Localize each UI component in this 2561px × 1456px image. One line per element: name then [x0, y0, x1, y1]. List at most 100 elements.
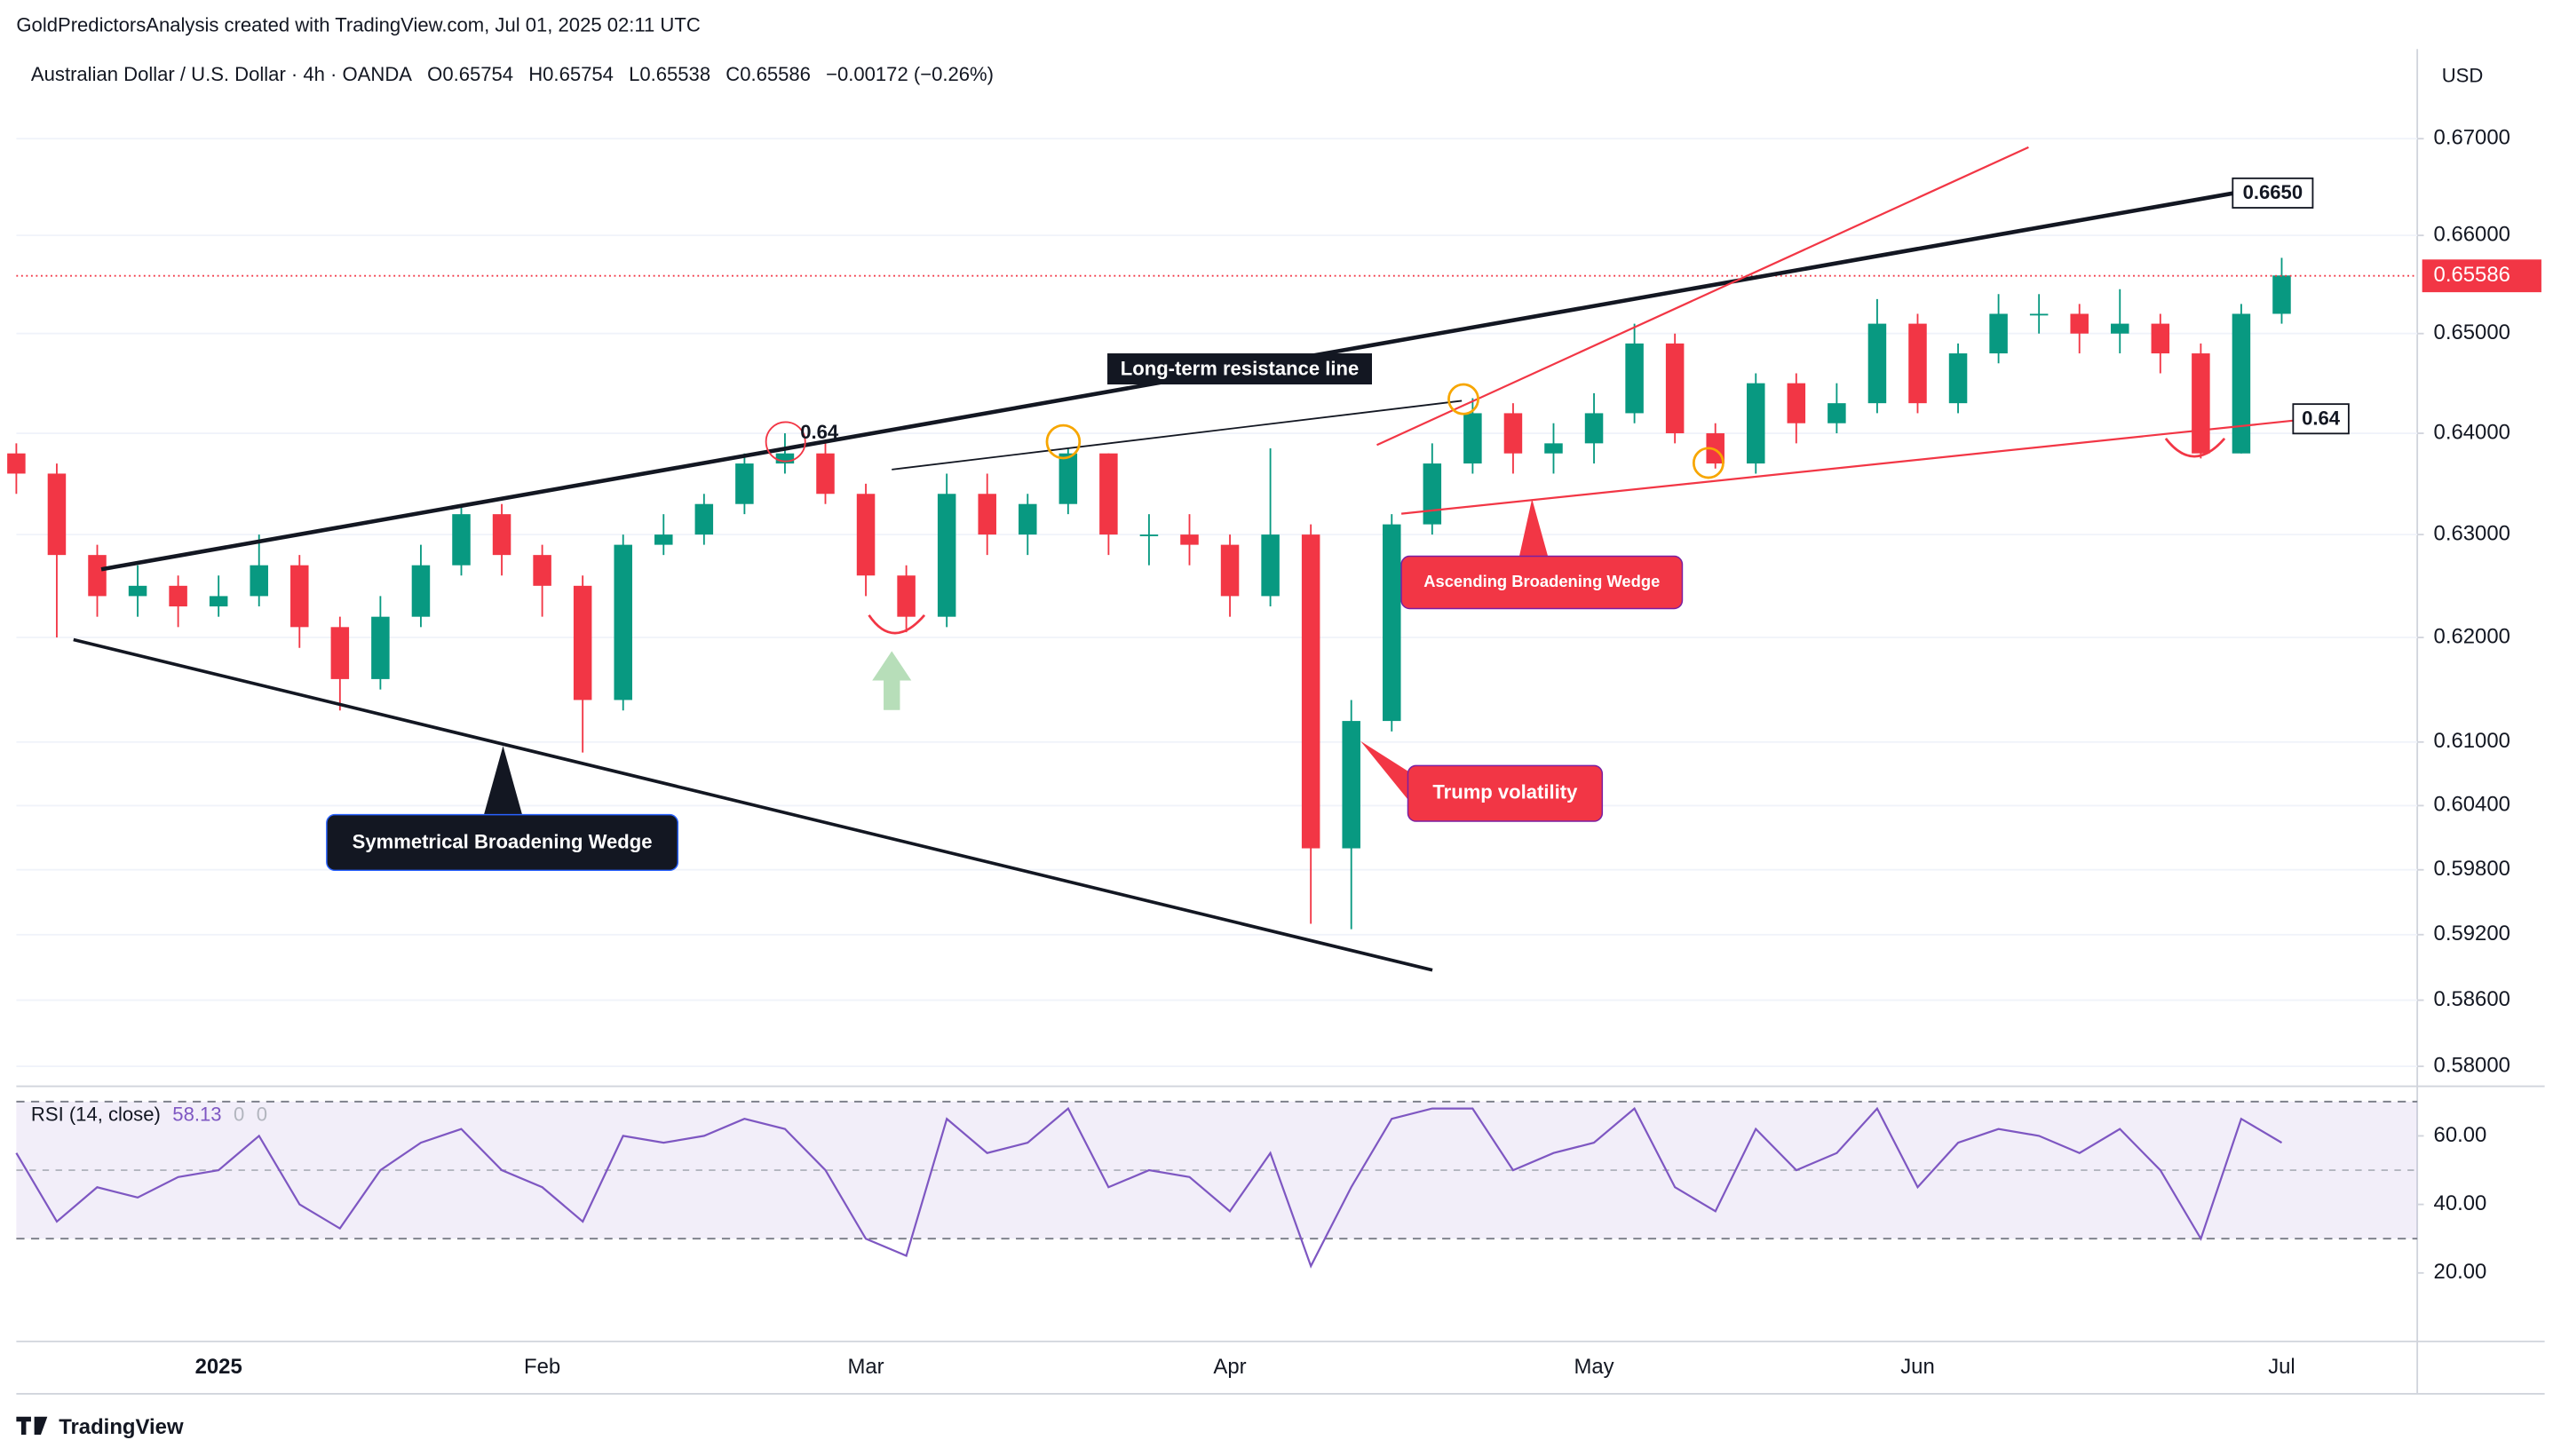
callout-box [1107, 353, 1372, 385]
ohlc-key: O [427, 63, 442, 85]
level-box [2232, 177, 2314, 209]
callout-pointer [1360, 740, 1410, 802]
candle-body [2070, 313, 2089, 334]
y-tick-label: 40.00 [2434, 1191, 2487, 1215]
x-tick-label: Mar [847, 1355, 884, 1379]
candle-body [250, 565, 268, 597]
ohlc-value: 0.65754 [543, 63, 614, 85]
candle-body [1948, 353, 1968, 404]
symbol: Australian Dollar / U.S. Dollar · 4h · O… [31, 63, 412, 85]
callout-box [1400, 555, 1684, 610]
wedge-support-line [1400, 419, 2295, 515]
candle-body [1867, 323, 1887, 404]
logo [16, 1416, 48, 1436]
y-tick-label: 0.65000 [2434, 320, 2510, 344]
callout-text: Symmetrical Broadening Wedge [353, 831, 653, 853]
rsi-pane [15, 1100, 2418, 1269]
candle-body [1019, 503, 1037, 535]
callout-text: Long-term resistance line [1121, 357, 1359, 379]
candle-body [128, 585, 147, 597]
ohlc-key: H [528, 63, 543, 85]
rsi-name: RSI (14, close) [31, 1104, 161, 1126]
candle-body [1383, 524, 1401, 722]
y-tick-label: 60.00 [2434, 1123, 2487, 1147]
y-tick-label: 0.59200 [2434, 922, 2510, 946]
rsi-line [15, 1106, 2283, 1269]
candle-body [573, 585, 592, 700]
candles [7, 138, 2418, 1068]
candle-body [1787, 383, 1806, 423]
level-label: 0.64 [2302, 407, 2341, 429]
candle-body [2232, 313, 2251, 454]
candle-body [856, 494, 876, 576]
candle-body [2192, 353, 2210, 454]
ohlc-value: 0.65538 [639, 63, 710, 85]
candle-body [1665, 343, 1685, 434]
callout-pointer [1518, 499, 1549, 558]
candle-body [371, 616, 390, 679]
symbol-legend: Australian Dollar / U.S. Dollar · 4h · O… [31, 63, 994, 85]
candle-body [694, 503, 714, 535]
marker-circle [1447, 383, 1479, 415]
y-tick-label: 0.58000 [2434, 1053, 2510, 1077]
candle-body [1261, 534, 1280, 597]
marker-circle [1045, 423, 1082, 460]
candle-body [209, 596, 228, 607]
candle-body [2272, 275, 2291, 314]
candle-body [1908, 323, 1927, 404]
candle-body [1706, 433, 1725, 464]
level-box [2292, 403, 2350, 435]
candle-body [775, 453, 795, 464]
x-tick-label: May [1574, 1355, 1614, 1379]
x-tick-label: Feb [524, 1355, 560, 1379]
ohlc-key: L [629, 63, 639, 85]
candle-body [1423, 463, 1442, 525]
candle-body [7, 453, 26, 474]
candle-body [614, 544, 632, 700]
wedge-lower-line [73, 637, 1433, 972]
candle-body [411, 565, 431, 617]
callout-text: Trump volatility [1432, 781, 1578, 803]
credit: GoldPredictorsAnalysis created with Trad… [16, 13, 700, 36]
y-tick-label: 0.61000 [2434, 729, 2510, 753]
last-price-box [2422, 259, 2541, 293]
candle-body [1625, 343, 1644, 414]
candle-body [1463, 413, 1482, 464]
y-tick-label: 0.62000 [2434, 624, 2510, 648]
x-tick-label: Jul [2268, 1355, 2295, 1379]
candle-body [492, 514, 511, 556]
candle-body [47, 473, 67, 556]
candle-body [1503, 413, 1523, 454]
candle-body [978, 494, 996, 535]
callout-pointer [483, 746, 523, 817]
drawings: 0.64 0.6650 0.64 Long-term resistance li… [73, 146, 2350, 972]
candle-body [452, 514, 471, 566]
marker-arc [2164, 437, 2226, 458]
candle-body [1989, 313, 2008, 354]
candle-body [1058, 453, 1078, 504]
marker-arc [868, 613, 926, 635]
marker-circle [765, 421, 806, 463]
y-tick-label: 0.58600 [2434, 987, 2510, 1011]
y-tick-label: 0.60400 [2434, 793, 2510, 817]
callout-text: Ascending Broadening Wedge [1423, 572, 1660, 590]
rsi-value: 58.13 [172, 1104, 221, 1126]
candle-body [2111, 323, 2129, 334]
candle-body [1342, 721, 1360, 849]
x-tick-label: Apr [1213, 1355, 1246, 1379]
x-tick-label: 2025 [195, 1355, 242, 1379]
candle-body [290, 565, 309, 628]
y-tick-label: 0.63000 [2434, 521, 2510, 545]
candle-body [169, 585, 187, 607]
rsi-extra: 0 [257, 1104, 267, 1126]
level-label: 0.6650 [2243, 181, 2303, 203]
candle-body [654, 534, 673, 545]
candle-body [1099, 453, 1118, 535]
candle-body [897, 575, 916, 617]
currency: USD [2442, 64, 2484, 86]
callout-box [1407, 764, 1604, 822]
candle-body [2151, 323, 2170, 354]
marker-circle [1692, 447, 1725, 479]
